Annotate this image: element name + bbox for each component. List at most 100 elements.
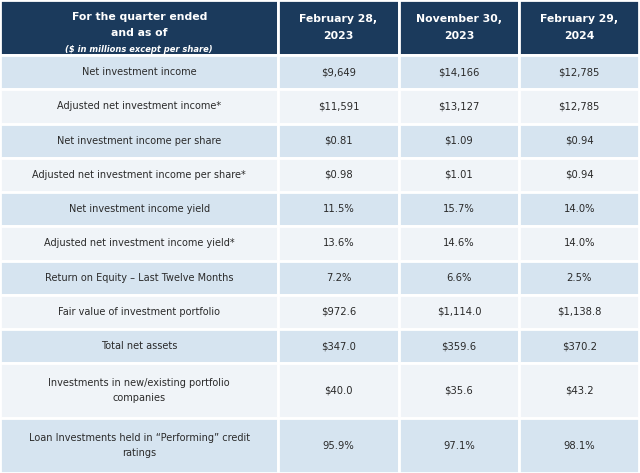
Text: Loan Investments held in “Performing” credit: Loan Investments held in “Performing” cr…: [29, 433, 250, 443]
Bar: [0, 418, 278, 473]
Text: November 30,: November 30,: [416, 14, 502, 24]
Bar: [278, 158, 399, 192]
Text: $40.0: $40.0: [324, 386, 353, 396]
Bar: [0, 329, 278, 363]
Text: For the quarter ended: For the quarter ended: [72, 12, 207, 23]
Bar: [0, 89, 278, 123]
Bar: [399, 363, 519, 418]
Text: Return on Equity – Last Twelve Months: Return on Equity – Last Twelve Months: [45, 273, 234, 283]
Bar: [399, 418, 519, 473]
Bar: [278, 55, 399, 89]
Bar: [519, 123, 639, 158]
Text: $0.94: $0.94: [565, 136, 593, 146]
Text: $14,166: $14,166: [438, 67, 479, 77]
Text: $972.6: $972.6: [321, 307, 356, 317]
Text: $1,114.0: $1,114.0: [436, 307, 481, 317]
Bar: [278, 329, 399, 363]
Text: 13.6%: 13.6%: [323, 238, 355, 248]
Bar: [0, 158, 278, 192]
Bar: [399, 226, 519, 261]
Text: Adjusted net investment income*: Adjusted net investment income*: [57, 101, 221, 112]
Text: ratings: ratings: [122, 448, 156, 458]
Text: companies: companies: [113, 394, 166, 403]
Text: $0.94: $0.94: [565, 170, 593, 180]
Bar: [519, 261, 639, 295]
Text: 2.5%: 2.5%: [566, 273, 592, 283]
Bar: [278, 261, 399, 295]
Text: Investments in new/existing portfolio: Investments in new/existing portfolio: [49, 378, 230, 388]
Bar: [399, 0, 519, 55]
Bar: [519, 0, 639, 55]
Bar: [0, 295, 278, 329]
Text: 14.0%: 14.0%: [563, 238, 595, 248]
Text: February 28,: February 28,: [300, 14, 378, 24]
Bar: [278, 295, 399, 329]
Bar: [0, 123, 278, 158]
Bar: [278, 226, 399, 261]
Bar: [278, 89, 399, 123]
Bar: [519, 55, 639, 89]
Text: 7.2%: 7.2%: [326, 273, 351, 283]
Bar: [519, 295, 639, 329]
Text: Net investment income yield: Net investment income yield: [68, 204, 210, 214]
Text: 6.6%: 6.6%: [446, 273, 472, 283]
Bar: [278, 123, 399, 158]
Text: 2023: 2023: [444, 31, 474, 41]
Bar: [278, 418, 399, 473]
Text: $9,649: $9,649: [321, 67, 356, 77]
Bar: [0, 55, 278, 89]
Bar: [0, 363, 278, 418]
Text: $0.81: $0.81: [324, 136, 353, 146]
Text: 95.9%: 95.9%: [323, 440, 355, 451]
Bar: [399, 55, 519, 89]
Bar: [399, 261, 519, 295]
Bar: [399, 329, 519, 363]
Bar: [519, 363, 639, 418]
Text: February 29,: February 29,: [540, 14, 618, 24]
Bar: [0, 192, 278, 226]
Bar: [278, 0, 399, 55]
Text: $1.09: $1.09: [445, 136, 473, 146]
Text: 2024: 2024: [564, 31, 595, 41]
Bar: [399, 295, 519, 329]
Text: $43.2: $43.2: [565, 386, 593, 396]
Text: $359.6: $359.6: [442, 341, 476, 351]
Text: $347.0: $347.0: [321, 341, 356, 351]
Text: 14.6%: 14.6%: [443, 238, 475, 248]
Text: Total net assets: Total net assets: [101, 341, 177, 351]
Text: Net investment income per share: Net investment income per share: [57, 136, 221, 146]
Text: $12,785: $12,785: [559, 101, 600, 112]
Bar: [519, 158, 639, 192]
Text: 97.1%: 97.1%: [443, 440, 475, 451]
Bar: [278, 363, 399, 418]
Text: $12,785: $12,785: [559, 67, 600, 77]
Text: $370.2: $370.2: [562, 341, 596, 351]
Bar: [399, 89, 519, 123]
Bar: [519, 418, 639, 473]
Text: 14.0%: 14.0%: [563, 204, 595, 214]
Bar: [519, 226, 639, 261]
Text: ($ in millions except per share): ($ in millions except per share): [65, 45, 213, 54]
Text: Net investment income: Net investment income: [82, 67, 196, 77]
Text: $1.01: $1.01: [445, 170, 473, 180]
Bar: [519, 89, 639, 123]
Text: $1,138.8: $1,138.8: [557, 307, 602, 317]
Text: 98.1%: 98.1%: [563, 440, 595, 451]
Text: $0.98: $0.98: [324, 170, 353, 180]
Bar: [399, 158, 519, 192]
Bar: [399, 192, 519, 226]
Text: $11,591: $11,591: [318, 101, 359, 112]
Bar: [519, 329, 639, 363]
Text: Adjusted net investment income yield*: Adjusted net investment income yield*: [44, 238, 234, 248]
Text: Fair value of investment portfolio: Fair value of investment portfolio: [58, 307, 220, 317]
Text: $35.6: $35.6: [445, 386, 473, 396]
Text: 2023: 2023: [323, 31, 354, 41]
Bar: [0, 261, 278, 295]
Bar: [519, 192, 639, 226]
Bar: [278, 192, 399, 226]
Text: and as of: and as of: [111, 28, 168, 38]
Bar: [399, 123, 519, 158]
Text: 15.7%: 15.7%: [443, 204, 475, 214]
Text: Adjusted net investment income per share*: Adjusted net investment income per share…: [33, 170, 246, 180]
Text: 11.5%: 11.5%: [323, 204, 355, 214]
